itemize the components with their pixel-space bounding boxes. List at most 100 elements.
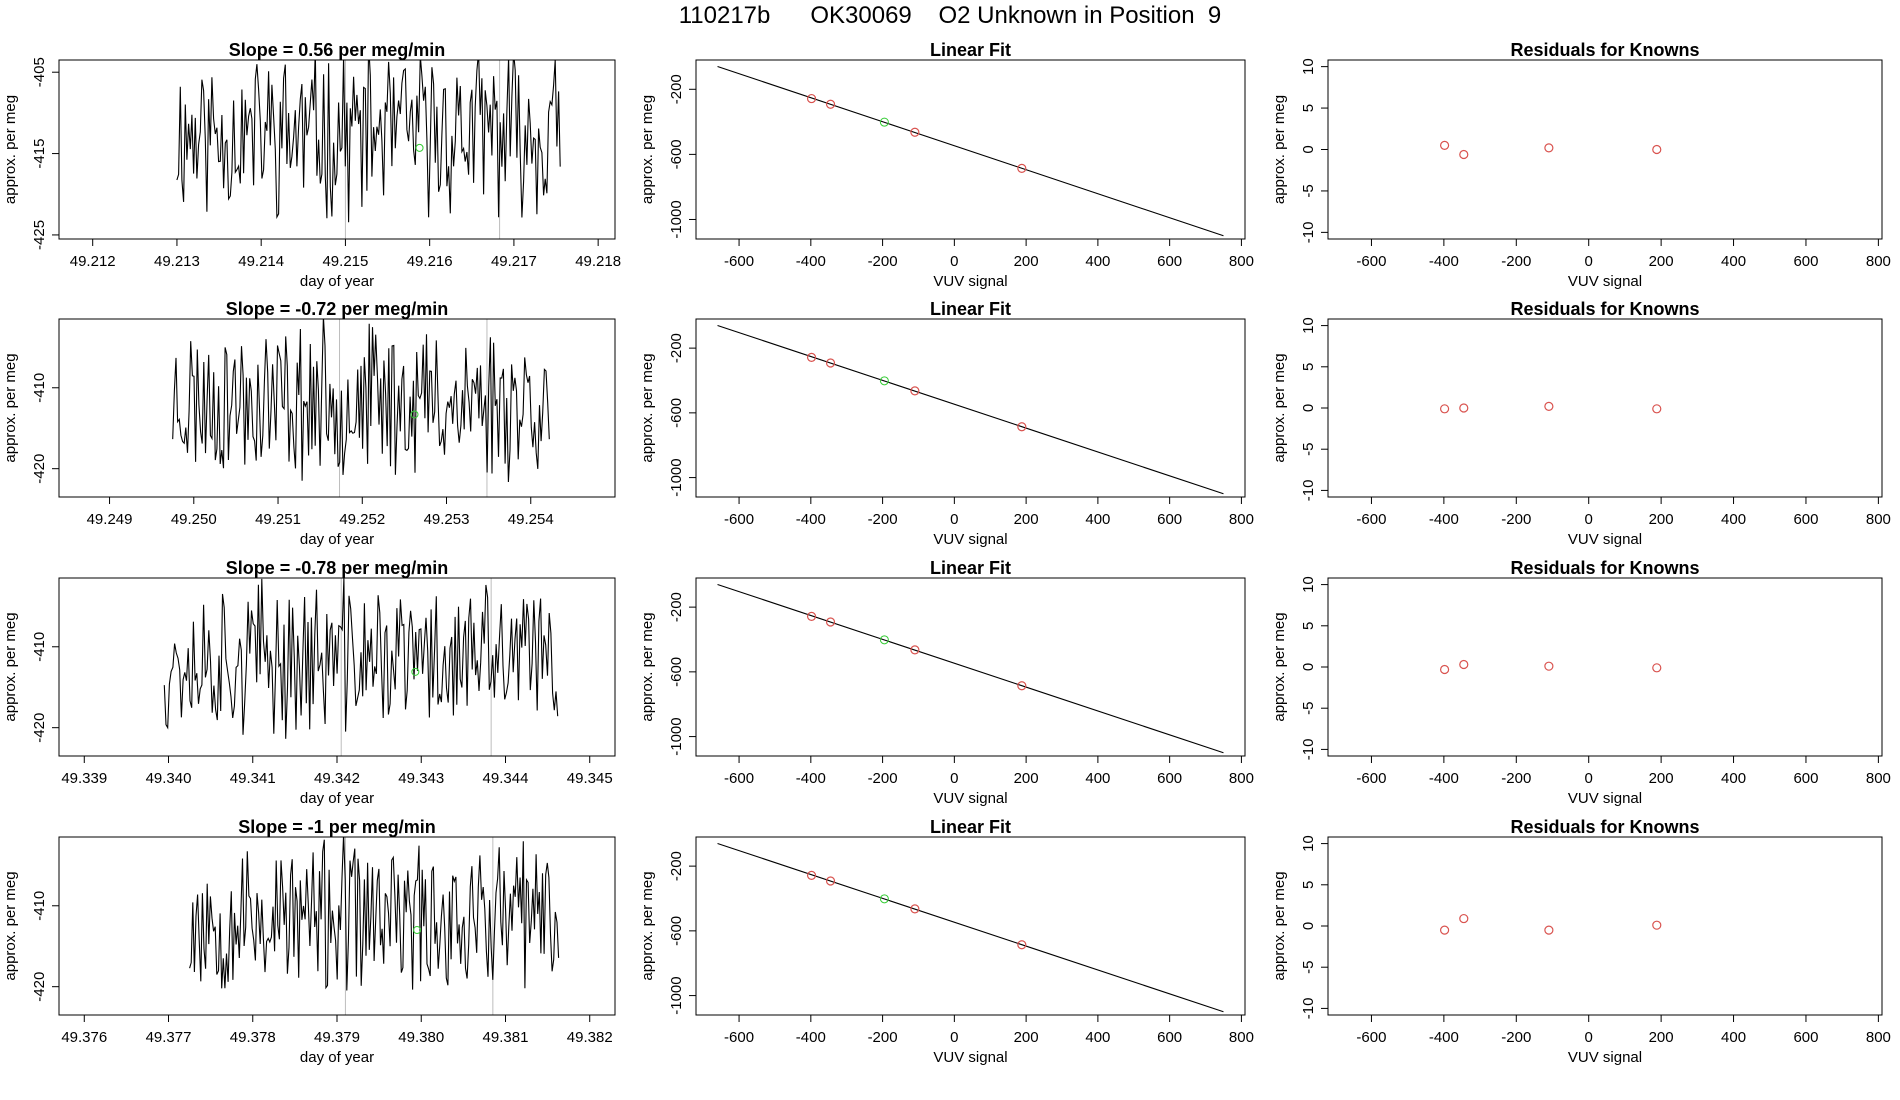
y-tick-label: -200 <box>668 851 685 881</box>
x-tick-label: 600 <box>1157 511 1182 528</box>
known-point <box>1439 925 1450 935</box>
known-point <box>1459 659 1469 670</box>
x-tick-label: -200 <box>868 1029 898 1046</box>
x-tick-label: 49.215 <box>322 253 368 270</box>
x-tick-label: 800 <box>1229 1029 1254 1046</box>
x-tick-label: 200 <box>1014 770 1039 787</box>
y-tick-label: 0 <box>1300 404 1317 412</box>
y-axis-label: approx. per meg <box>2 353 19 462</box>
plot-frame <box>1327 836 1883 1016</box>
x-tick-label: 49.251 <box>255 511 301 528</box>
known-point <box>806 93 817 104</box>
y-tick-label: 10 <box>1300 835 1317 852</box>
y-tick-label: 5 <box>1300 881 1317 889</box>
plot-area <box>717 583 1224 754</box>
x-axis-label: day of year <box>300 1049 374 1066</box>
y-tick-label: -10 <box>1300 222 1317 244</box>
known-point <box>1459 913 1469 924</box>
plot-area <box>1439 913 1662 935</box>
chart-panel: Linear Fit VUV signal approx. per meg -600 -… <box>639 40 1254 290</box>
chart-title: Residuals for Knowns <box>1510 299 1699 319</box>
x-tick-label: 49.216 <box>407 253 453 270</box>
plot-area <box>1439 140 1662 160</box>
known-point <box>1652 404 1662 414</box>
x-tick-label: 600 <box>1793 770 1818 787</box>
x-tick-label: 49.376 <box>61 1029 107 1046</box>
x-tick-label: 0 <box>950 511 958 528</box>
series-line <box>176 60 561 223</box>
plot-frame <box>695 577 1246 757</box>
x-axis-label: day of year <box>300 531 374 548</box>
x-axis-label: VUV signal <box>933 790 1007 807</box>
x-tick-label: 200 <box>1014 1029 1039 1046</box>
x-tick-label: 400 <box>1085 511 1110 528</box>
plot-frame <box>1327 318 1883 498</box>
y-tick-label: 5 <box>1300 622 1317 630</box>
plot-area <box>1439 659 1662 675</box>
y-tick-label: -5 <box>1300 702 1317 715</box>
known-point <box>910 386 920 396</box>
unknown-marker <box>410 410 419 419</box>
known-point <box>1544 661 1554 671</box>
x-tick-label: -600 <box>1356 1029 1386 1046</box>
plot-frame <box>58 836 616 1016</box>
y-tick-label: -420 <box>31 713 48 743</box>
x-tick-label: 600 <box>1793 1029 1818 1046</box>
known-point <box>1652 144 1662 155</box>
plot-area <box>1439 401 1662 414</box>
x-tick-label: -400 <box>1429 511 1459 528</box>
plot-area <box>189 837 560 1015</box>
y-axis-label: approx. per meg <box>639 612 656 721</box>
x-tick-label: 0 <box>950 253 958 270</box>
known-point <box>825 617 836 627</box>
known-point <box>1544 143 1554 153</box>
plot-frame <box>1327 59 1883 240</box>
x-tick-label: 800 <box>1229 511 1254 528</box>
y-tick-label: -200 <box>668 74 685 104</box>
x-tick-label: 0 <box>1585 770 1593 787</box>
x-tick-label: 49.254 <box>508 511 554 528</box>
known-point <box>1017 940 1027 950</box>
x-tick-label: -400 <box>1429 253 1459 270</box>
x-tick-label: -600 <box>724 253 754 270</box>
x-tick-label: 400 <box>1721 253 1746 270</box>
x-tick-label: -200 <box>1501 770 1531 787</box>
x-tick-label: -600 <box>1356 511 1386 528</box>
plot-area <box>717 65 1224 237</box>
known-point <box>806 870 817 880</box>
y-axis-label: approx. per meg <box>1271 353 1288 462</box>
x-tick-label: -400 <box>1429 1029 1459 1046</box>
plot-frame <box>58 59 616 240</box>
x-tick-label: -200 <box>1501 511 1531 528</box>
x-tick-label: -400 <box>1429 770 1459 787</box>
x-tick-label: 600 <box>1157 1029 1182 1046</box>
y-tick-label: 10 <box>1300 58 1317 75</box>
known-point <box>1439 140 1450 150</box>
x-tick-label: 49.343 <box>398 770 444 787</box>
plot-frame <box>58 577 616 757</box>
y-tick-label: -1000 <box>668 717 685 755</box>
known-point <box>1017 681 1027 691</box>
x-tick-label: 49.213 <box>154 253 200 270</box>
y-tick-label: -420 <box>31 454 48 484</box>
x-axis-label: VUV signal <box>1568 1049 1642 1066</box>
x-tick-label: 49.249 <box>87 511 133 528</box>
x-tick-label: 800 <box>1866 253 1891 270</box>
x-tick-label: 800 <box>1229 770 1254 787</box>
chart-title: Linear Fit <box>930 558 1011 578</box>
fit-line <box>717 65 1224 237</box>
x-tick-label: 800 <box>1866 511 1891 528</box>
chart-panel: Residuals for Knowns VUV signal approx. pe… <box>1271 40 1891 290</box>
y-axis-label: approx. per meg <box>639 871 656 980</box>
y-axis-label: approx. per meg <box>2 612 19 721</box>
x-tick-label: -400 <box>796 253 826 270</box>
chart-title: Slope = -1 per meg/min <box>238 817 436 837</box>
chart-title: Residuals for Knowns <box>1510 40 1699 60</box>
plot-area <box>717 842 1224 1013</box>
x-tick-label: 49.253 <box>424 511 470 528</box>
y-axis-label: approx. per meg <box>2 871 19 980</box>
y-tick-label: -415 <box>31 139 48 169</box>
known-point <box>825 358 836 368</box>
y-axis-label: approx. per meg <box>639 95 656 204</box>
known-point <box>1459 149 1469 160</box>
